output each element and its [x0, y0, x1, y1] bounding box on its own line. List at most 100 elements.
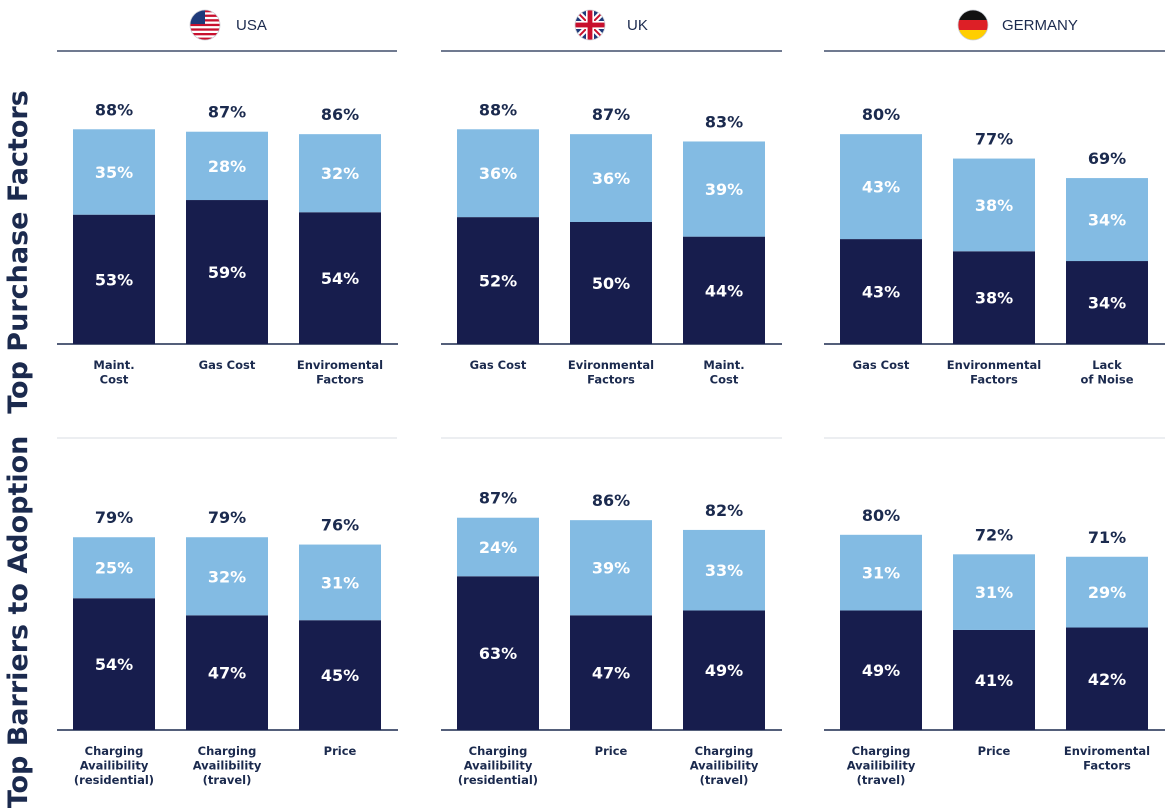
bar-segment-light-uk-purchase-2: [683, 141, 765, 237]
category-label-uk-barriers-2: Charging Availibility (travel): [690, 744, 759, 787]
bar-segment-light-uk-purchase-0: [457, 129, 539, 218]
category-label-usa-purchase-2: Enviromental Factors: [297, 358, 383, 387]
segment-label-light-uk-purchase-0: 36%: [479, 164, 517, 183]
bar-segment-dark-uk-barriers-1: [570, 615, 652, 730]
bar-segment-dark-usa-barriers-2: [299, 620, 381, 730]
bar-segment-dark-usa-purchase-2: [299, 212, 381, 344]
bar-segment-light-uk-barriers-1: [570, 520, 652, 616]
bar-segment-dark-germany-purchase-2: [1066, 261, 1148, 344]
bar-segment-light-germany-purchase-0: [840, 134, 922, 240]
segment-label-light-usa-purchase-1: 28%: [208, 157, 246, 176]
bar-segment-dark-uk-purchase-0: [457, 217, 539, 344]
bar-segment-light-uk-barriers-2: [683, 529, 765, 611]
segment-label-dark-germany-purchase-2: 34%: [1088, 294, 1126, 313]
uk-flag-icon: [574, 9, 606, 41]
segment-label-dark-uk-purchase-0: 52%: [479, 272, 517, 291]
total-label-germany-barriers-2: 71%: [1088, 528, 1126, 547]
segment-label-dark-germany-barriers-2: 42%: [1088, 670, 1126, 689]
bar-segment-dark-germany-purchase-1: [953, 251, 1035, 344]
segment-label-light-germany-purchase-2: 34%: [1088, 211, 1126, 230]
category-label-usa-barriers-2: Price: [324, 744, 357, 758]
segment-label-dark-uk-barriers-0: 63%: [479, 644, 517, 663]
segment-label-light-uk-purchase-2: 39%: [705, 180, 743, 199]
category-label-germany-barriers-1: Price: [978, 744, 1011, 758]
bar-segment-dark-uk-purchase-1: [570, 222, 652, 344]
segment-label-light-uk-barriers-1: 39%: [592, 559, 630, 578]
total-label-uk-barriers-0: 87%: [479, 489, 517, 508]
bar-segment-dark-usa-barriers-1: [186, 615, 268, 730]
category-label-germany-purchase-2: Lack of Noise: [1080, 358, 1133, 387]
segment-label-dark-uk-barriers-1: 47%: [592, 664, 630, 683]
germany-flag-icon: [957, 9, 989, 41]
total-label-uk-barriers-2: 82%: [705, 501, 743, 520]
bar-segment-dark-germany-barriers-0: [840, 610, 922, 730]
category-label-usa-barriers-0: Charging Availibility (residential): [74, 744, 154, 787]
bar-segment-light-germany-barriers-2: [1066, 556, 1148, 628]
segment-label-light-germany-barriers-0: 31%: [862, 564, 900, 583]
category-label-germany-barriers-2: Enviromental Factors: [1064, 744, 1150, 773]
segment-label-light-usa-barriers-0: 25%: [95, 559, 133, 578]
segment-label-light-uk-barriers-0: 24%: [479, 538, 517, 557]
segment-label-dark-usa-barriers-1: 47%: [208, 664, 246, 683]
bar-segment-dark-uk-barriers-2: [683, 610, 765, 730]
segment-label-dark-usa-barriers-2: 45%: [321, 666, 359, 685]
bar-segment-dark-germany-barriers-2: [1066, 627, 1148, 730]
segment-label-dark-usa-purchase-0: 53%: [95, 270, 133, 289]
total-label-usa-barriers-0: 79%: [95, 508, 133, 527]
bar-segment-light-uk-purchase-1: [570, 134, 652, 222]
segment-label-dark-uk-purchase-1: 50%: [592, 274, 630, 293]
bar-segment-light-uk-barriers-0: [457, 517, 539, 577]
category-label-germany-purchase-1: Environmental Factors: [947, 358, 1041, 387]
segment-label-light-usa-purchase-2: 32%: [321, 164, 359, 183]
total-label-uk-barriers-1: 86%: [592, 491, 630, 510]
total-label-germany-barriers-1: 72%: [975, 525, 1013, 544]
bars-layer: 53% 35% 88% Maint. Cost 59% 28% 87% Gas Cost 54% 3…: [57, 100, 1165, 787]
total-label-germany-barriers-0: 80%: [862, 506, 900, 525]
usa-flag-icon: [189, 9, 221, 41]
segment-label-light-uk-barriers-2: 33%: [705, 561, 743, 580]
total-label-uk-purchase-1: 87%: [592, 105, 630, 124]
category-label-germany-purchase-0: Gas Cost: [853, 358, 910, 372]
segment-label-dark-uk-barriers-2: 49%: [705, 661, 743, 680]
category-label-usa-purchase-1: Gas Cost: [199, 358, 256, 372]
category-label-usa-barriers-1: Charging Availibility (travel): [193, 744, 262, 787]
total-label-usa-barriers-1: 79%: [208, 508, 246, 527]
country-label-usa: USA: [236, 17, 267, 34]
bar-segment-light-usa-barriers-0: [73, 537, 155, 599]
bar-segment-light-usa-purchase-0: [73, 129, 155, 215]
segment-label-light-usa-barriers-1: 32%: [208, 567, 246, 586]
bar-segment-dark-germany-purchase-0: [840, 239, 922, 344]
bar-segment-light-germany-barriers-0: [840, 534, 922, 611]
segment-label-light-germany-purchase-0: 43%: [862, 178, 900, 197]
row-title-barriers-adoption: Top Barriers to Adoption: [3, 436, 34, 808]
segment-label-light-germany-barriers-2: 29%: [1088, 583, 1126, 602]
segment-label-light-usa-barriers-2: 31%: [321, 573, 359, 592]
row-title-purchase-factors: Top Purchase Factors: [3, 90, 34, 414]
segment-label-dark-usa-barriers-0: 54%: [95, 655, 133, 674]
country-label-uk: UK: [627, 17, 648, 34]
segment-label-light-usa-purchase-0: 35%: [95, 163, 133, 182]
category-label-uk-purchase-1: Evironmental Factors: [568, 358, 654, 387]
segment-label-light-germany-barriers-1: 31%: [975, 583, 1013, 602]
bar-segment-light-germany-purchase-1: [953, 158, 1035, 252]
segment-label-dark-uk-purchase-2: 44%: [705, 281, 743, 300]
total-label-usa-purchase-2: 86%: [321, 105, 359, 124]
bar-segment-light-usa-barriers-1: [186, 537, 268, 616]
bar-segment-light-germany-barriers-1: [953, 554, 1035, 630]
category-label-uk-purchase-2: Maint. Cost: [703, 358, 744, 387]
segment-label-light-uk-purchase-1: 36%: [592, 169, 630, 188]
total-label-germany-purchase-1: 77%: [975, 130, 1013, 149]
bar-segment-light-usa-purchase-2: [299, 134, 381, 213]
category-label-uk-barriers-1: Price: [595, 744, 628, 758]
total-label-germany-purchase-0: 80%: [862, 105, 900, 124]
total-label-uk-purchase-0: 88%: [479, 100, 517, 119]
bar-segment-dark-usa-barriers-0: [73, 598, 155, 730]
bar-segment-light-usa-barriers-2: [299, 544, 381, 621]
segment-label-dark-germany-barriers-1: 41%: [975, 671, 1013, 690]
segment-label-dark-germany-purchase-1: 38%: [975, 289, 1013, 308]
segment-label-dark-usa-purchase-2: 54%: [321, 269, 359, 288]
segment-label-dark-germany-barriers-0: 49%: [862, 661, 900, 680]
category-label-usa-purchase-0: Maint. Cost: [93, 358, 134, 387]
total-label-uk-purchase-2: 83%: [705, 112, 743, 131]
